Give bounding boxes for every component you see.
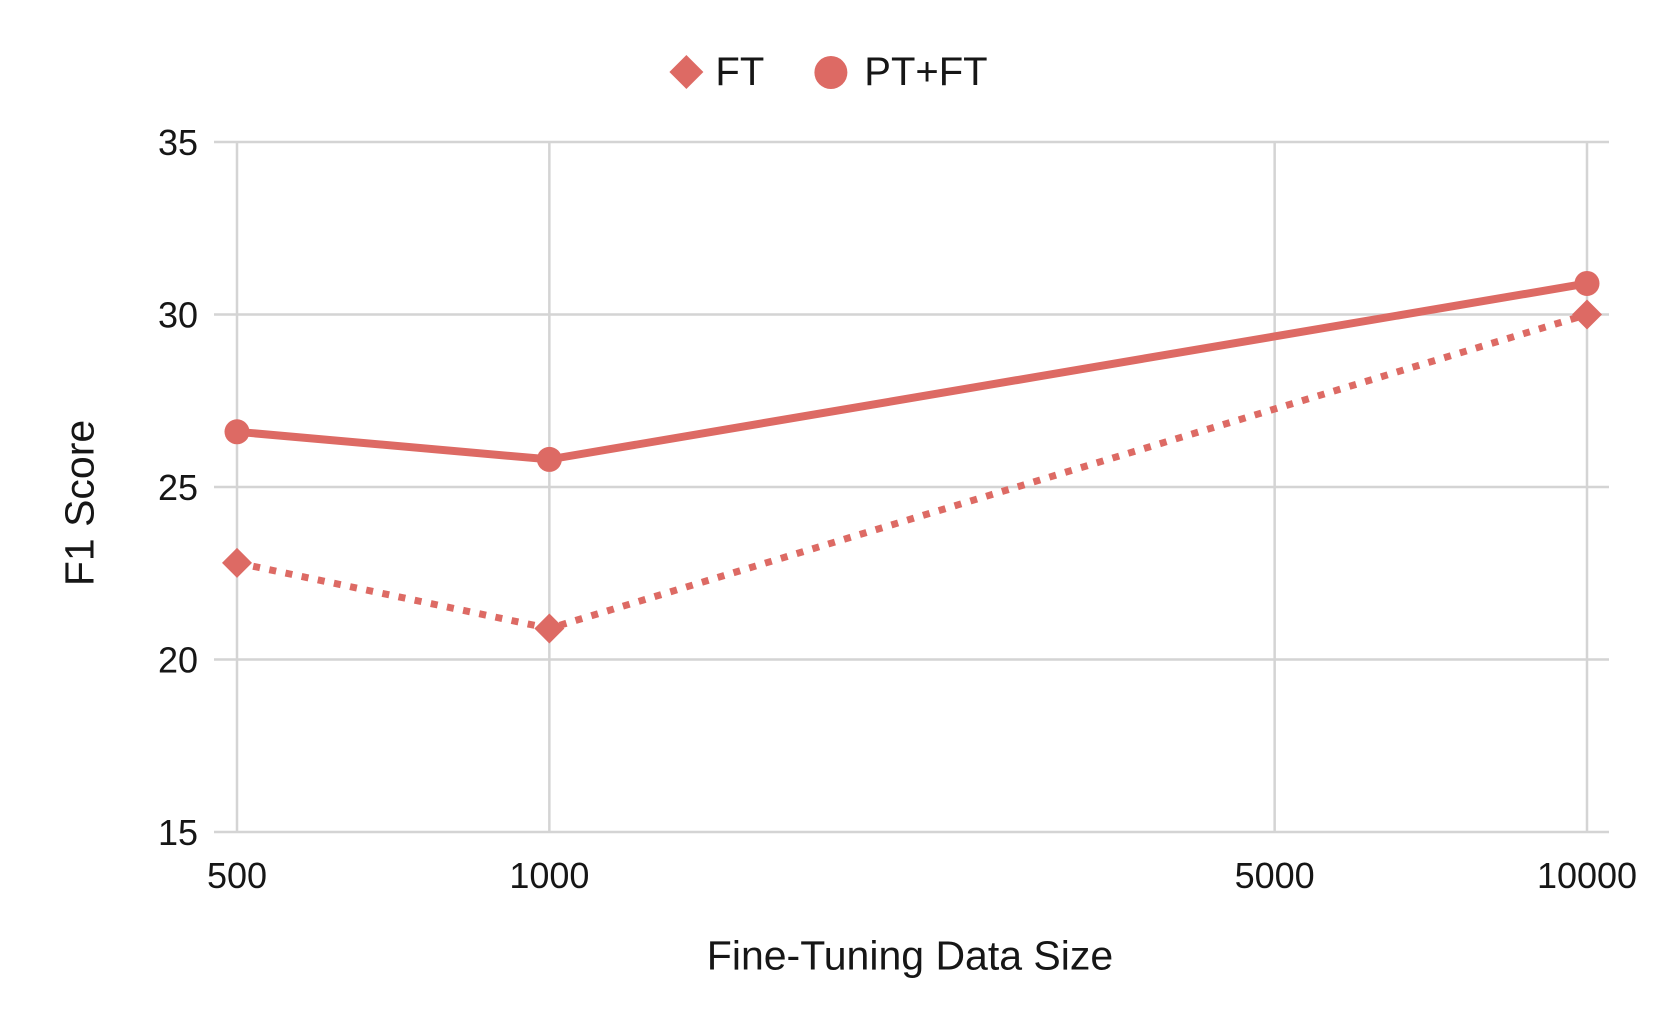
legend-label-ft: FT (715, 50, 765, 94)
legend-label-pt-ft: PT+FT (864, 50, 988, 94)
data-point-diamond (1572, 299, 1602, 330)
data-point-circle (224, 419, 250, 445)
x-tick-label: 10000 (1537, 855, 1637, 896)
x-tick-label: 1000 (509, 855, 589, 896)
series-line-ft (236, 311, 1589, 633)
legend-item-pt-ft: PT+FT (814, 50, 988, 94)
x-axis-title: Fine-Tuning Data Size (706, 932, 1114, 979)
y-tick-label: 25 (158, 467, 198, 508)
y-tick-label: 35 (158, 122, 198, 163)
x-tick-label: 5000 (1235, 855, 1315, 896)
y-tick-label: 15 (158, 812, 198, 853)
y-tick-label: 20 (158, 640, 198, 681)
data-point-circle (536, 446, 562, 472)
y-tick-label: 30 (158, 295, 198, 336)
x-tick-label: 500 (207, 855, 267, 896)
legend-item-ft: FT (669, 50, 765, 94)
chart-legend: FT PT+FT (669, 50, 988, 94)
data-point-circle (1574, 270, 1600, 296)
series-line-pt-ft (236, 279, 1588, 464)
circle-marker-icon (814, 55, 848, 89)
data-point-diamond (534, 613, 565, 644)
data-point-diamond (222, 547, 252, 578)
